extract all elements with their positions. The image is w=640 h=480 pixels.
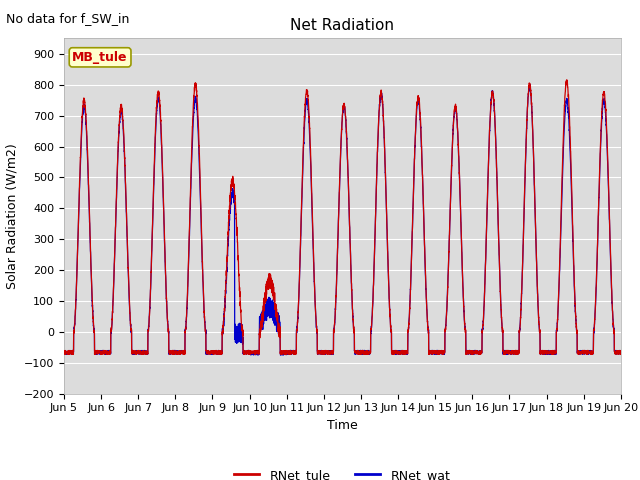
- Legend: RNet_tule, RNet_wat: RNet_tule, RNet_wat: [230, 464, 455, 480]
- Y-axis label: Solar Radiation (W/m2): Solar Radiation (W/m2): [5, 143, 18, 289]
- X-axis label: Time: Time: [327, 419, 358, 432]
- Title: Net Radiation: Net Radiation: [291, 18, 394, 33]
- Text: No data for f_SW_in: No data for f_SW_in: [6, 12, 130, 25]
- Text: MB_tule: MB_tule: [72, 51, 128, 64]
